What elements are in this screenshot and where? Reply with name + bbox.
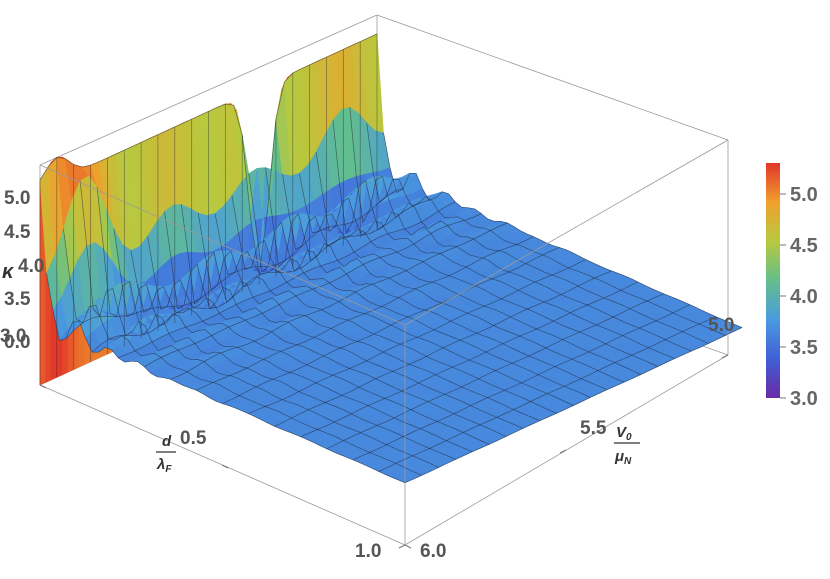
- colorbar-tick-4.5: 4.5: [790, 235, 818, 257]
- surface-mesh-lines: [39, 33, 743, 484]
- colorbar-gradient: [766, 163, 780, 398]
- x-axis-label: d λF: [156, 433, 176, 475]
- z-tick-3.5: 3.5: [4, 289, 31, 310]
- mesh-line: [366, 122, 726, 336]
- mesh-line: [231, 195, 591, 398]
- mesh-line: [383, 132, 743, 328]
- mesh-line: [63, 228, 422, 476]
- surface-mesh: [39, 33, 743, 484]
- x-tick-0.0: 0.0: [4, 332, 30, 353]
- mesh-line: [180, 204, 540, 422]
- y-axis-label: V0 μN: [614, 424, 640, 467]
- mesh-line: [46, 273, 406, 484]
- z-tick-3.0: 3.0: [0, 326, 26, 347]
- colorbar: 3.0 3.5 4.0 4.5 5.0: [766, 163, 818, 410]
- mesh-line: [265, 167, 625, 383]
- mesh-line: [282, 174, 642, 375]
- y-tick-5.5: 5.5: [580, 418, 607, 439]
- mesh-line: [332, 120, 692, 352]
- mesh-line: [130, 250, 490, 445]
- z-tick-5.0: 5.0: [4, 188, 30, 209]
- axis-tick-marks: [39, 354, 729, 549]
- z-axis-ticks: 3.0 3.5 4.0 4.5 5.0: [0, 188, 44, 347]
- x-label-denominator: λF: [156, 456, 172, 475]
- z-axis-label: κ: [2, 261, 15, 283]
- z-tick-4.0: 4.0: [18, 256, 44, 277]
- mesh-line: [113, 228, 473, 453]
- mesh-line: [96, 186, 456, 460]
- mesh-line: [298, 173, 658, 367]
- plot-box-front: [39, 139, 729, 546]
- y-tick-6.0: 6.0: [420, 541, 446, 562]
- mesh-line: [214, 213, 574, 406]
- mesh-line: [147, 236, 507, 437]
- y-tick-5.0: 5.0: [708, 315, 734, 336]
- mesh-line: [197, 212, 557, 414]
- colorbar-tick-3.5: 3.5: [790, 337, 818, 359]
- x-axis-ticks: 0.0 0.5 1.0: [4, 332, 381, 562]
- z-tick-4.5: 4.5: [4, 222, 31, 243]
- x-label-numerator: d: [162, 433, 172, 450]
- colorbar-tick-3.0: 3.0: [790, 388, 818, 410]
- colorbar-tick-4.0: 4.0: [790, 286, 818, 308]
- colorbar-tick-5.0: 5.0: [790, 184, 818, 206]
- mesh-line: [349, 107, 709, 344]
- y-axis-ticks: 5.0 5.5 6.0: [420, 315, 734, 562]
- mesh-line: [164, 211, 524, 429]
- x-tick-1.0: 1.0: [355, 541, 381, 562]
- mesh-line: [79, 180, 439, 468]
- y-label-numerator: V0: [616, 424, 632, 443]
- x-tick-0.5: 0.5: [180, 428, 207, 449]
- y-label-denominator: μN: [614, 448, 632, 467]
